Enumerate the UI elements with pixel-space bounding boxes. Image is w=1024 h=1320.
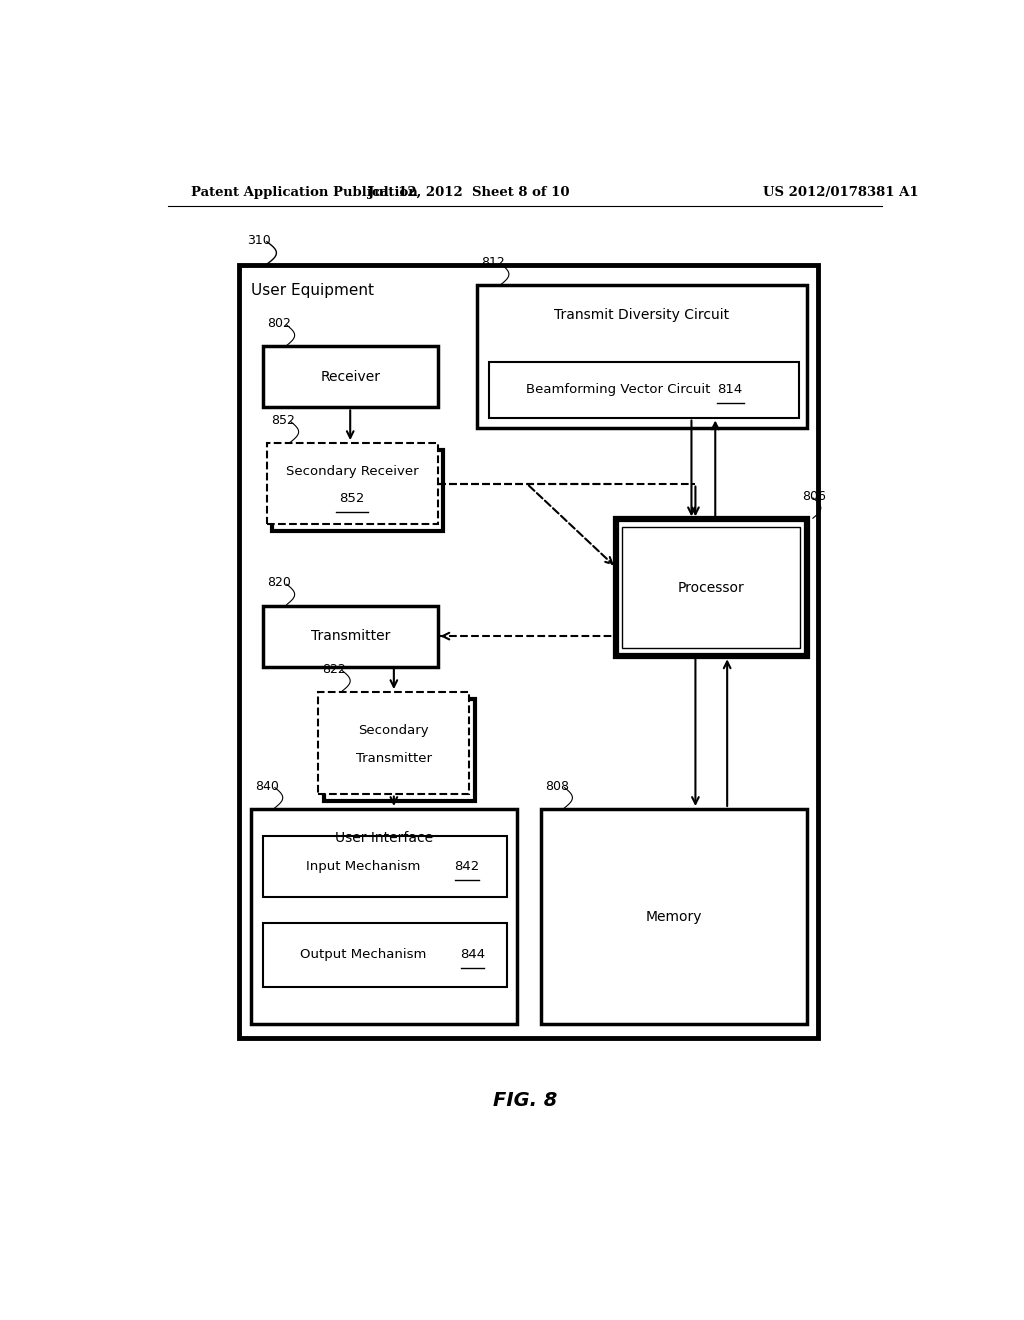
Text: 310: 310	[247, 234, 270, 247]
Text: 852: 852	[340, 492, 365, 506]
Text: 844: 844	[460, 948, 485, 961]
Text: Processor: Processor	[678, 581, 744, 595]
Bar	[263, 346, 437, 408]
Text: 812: 812	[481, 256, 505, 269]
Bar	[272, 450, 443, 532]
Bar	[263, 837, 507, 898]
Text: 814: 814	[717, 383, 742, 396]
Bar	[318, 692, 469, 793]
Text: Output Mechanism: Output Mechanism	[300, 948, 431, 961]
Bar	[267, 444, 437, 524]
Bar	[541, 809, 807, 1024]
Text: Secondary Receiver: Secondary Receiver	[286, 465, 419, 478]
Text: 808: 808	[545, 780, 568, 792]
Text: 802: 802	[267, 317, 291, 330]
Text: US 2012/0178381 A1: US 2012/0178381 A1	[763, 186, 919, 199]
Text: 842: 842	[455, 861, 479, 874]
Bar	[240, 265, 818, 1038]
Bar	[623, 528, 800, 648]
Text: Beamforming Vector Circuit: Beamforming Vector Circuit	[525, 383, 715, 396]
Text: Transmit Diversity Circuit: Transmit Diversity Circuit	[554, 308, 729, 322]
Text: 822: 822	[323, 663, 346, 676]
Bar	[263, 606, 437, 667]
Text: Patent Application Publication: Patent Application Publication	[191, 186, 418, 199]
Text: 852: 852	[270, 413, 295, 426]
Text: User Equipment: User Equipment	[251, 284, 374, 298]
Bar	[263, 923, 507, 987]
Text: Transmitter: Transmitter	[356, 751, 432, 764]
Text: FIG. 8: FIG. 8	[493, 1092, 557, 1110]
Text: 840: 840	[255, 780, 279, 792]
Bar	[616, 519, 807, 656]
Bar	[324, 700, 475, 801]
Bar	[251, 809, 517, 1024]
Text: Secondary: Secondary	[358, 725, 429, 737]
Text: User Interface: User Interface	[335, 832, 433, 845]
Text: 820: 820	[267, 577, 291, 589]
Bar	[489, 362, 799, 417]
Text: Receiver: Receiver	[321, 370, 380, 384]
Text: 806: 806	[803, 490, 826, 503]
Text: Jul. 12, 2012  Sheet 8 of 10: Jul. 12, 2012 Sheet 8 of 10	[369, 186, 570, 199]
Text: Transmitter: Transmitter	[310, 630, 390, 643]
Text: Memory: Memory	[645, 909, 701, 924]
Text: Input Mechanism: Input Mechanism	[306, 861, 425, 874]
Bar	[477, 285, 807, 428]
